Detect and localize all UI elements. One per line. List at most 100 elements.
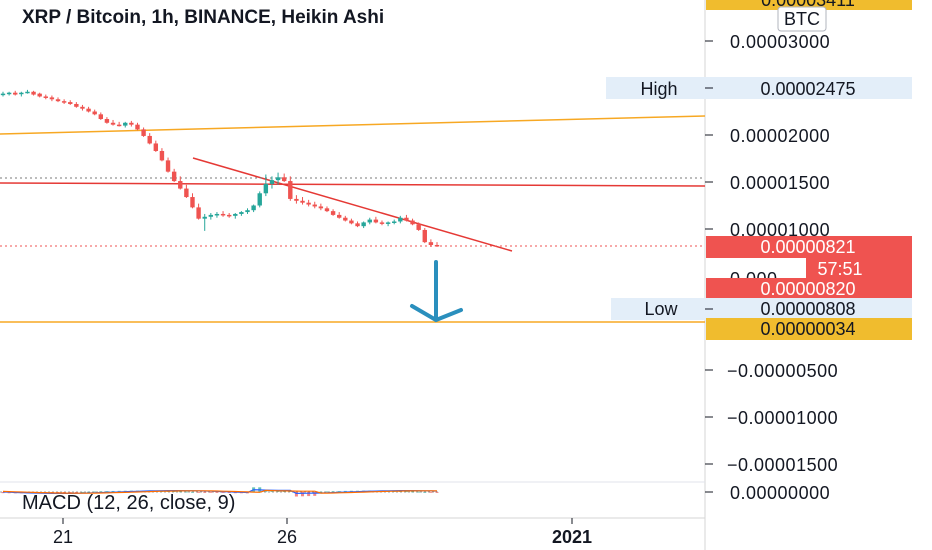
red-descending-trendline[interactable]	[192, 157, 513, 252]
x-tick-label: 26	[277, 527, 297, 547]
candle-body	[343, 217, 348, 221]
last-price-label: 0.00000821	[760, 237, 855, 257]
candle-body	[373, 219, 379, 223]
candle-body	[98, 114, 104, 120]
candle-body	[190, 197, 195, 208]
macd-histogram-bar	[319, 491, 323, 493]
candle-body	[416, 224, 421, 230]
macd-histogram-bar	[294, 492, 298, 497]
macd-histogram-bar	[105, 491, 109, 492]
candle-body	[288, 181, 293, 199]
candle-body	[404, 217, 409, 221]
candle-body	[68, 102, 73, 104]
candle-body	[422, 229, 427, 243]
macd-histogram-bar	[111, 490, 115, 492]
candle-body	[6, 92, 12, 95]
macd-histogram-bar	[74, 492, 78, 493]
candle-body	[171, 171, 177, 182]
y-tick-group: 0.00003000 0.00002000 0.00001500 0.00001000…	[705, 32, 838, 475]
macd-histogram-bar	[80, 491, 84, 493]
candle-body	[208, 214, 214, 217]
currency-badge[interactable]	[777, 6, 827, 32]
candle-body	[123, 122, 128, 126]
x-tick-label: 21	[53, 527, 73, 547]
candle-body	[74, 103, 79, 107]
orange-level-label-bg	[706, 318, 912, 340]
low-label-value: 0.00000808	[760, 299, 855, 319]
candle-body	[13, 92, 18, 95]
candle-body	[410, 220, 415, 225]
candles	[0, 89, 440, 247]
candle-body	[392, 221, 397, 223]
candle-body	[0, 93, 6, 96]
countdown-label: 57:51	[817, 259, 862, 279]
candle-body	[300, 200, 305, 203]
last-price-label-bg	[706, 236, 912, 258]
macd-histogram-bar	[313, 492, 317, 496]
candle-body	[318, 206, 324, 209]
macd-histogram-bar	[172, 491, 176, 493]
price-label-group: 0.00003411 BTC High 0.00002475 0.0000082…	[606, 0, 912, 503]
candle-body	[49, 97, 55, 100]
macd-histogram-bar	[325, 491, 329, 493]
macd-histogram-bar	[301, 492, 305, 497]
x-tick-label: 2021	[552, 527, 592, 547]
candle-body	[80, 106, 85, 109]
candle-body	[379, 222, 385, 224]
macd-histogram-bar	[337, 491, 341, 492]
candle-body	[153, 143, 159, 151]
candle-body	[275, 177, 281, 181]
y-tick-label: −0.00001000	[727, 408, 838, 428]
candle-body	[385, 222, 391, 224]
candle-body	[129, 122, 134, 125]
down-arrow-annotation	[410, 260, 463, 323]
top-partial-label-bg	[706, 0, 912, 10]
macd-histogram-bar	[264, 491, 268, 493]
candle-body	[269, 180, 275, 184]
macd-histogram-bar	[435, 492, 439, 493]
candle-body	[184, 188, 189, 198]
candle-body	[245, 210, 250, 213]
candle-body	[43, 96, 48, 98]
candle-body	[361, 222, 366, 227]
candle-body	[61, 101, 67, 103]
y-tick-label: 0.00002000	[730, 126, 830, 146]
macd-histogram-bar	[215, 492, 219, 493]
low-label-name: Low	[644, 299, 678, 319]
candle-body	[31, 91, 36, 95]
candle-body	[141, 129, 146, 136]
macd-histogram-bar	[429, 492, 433, 493]
currency-badge-text: BTC	[784, 9, 820, 29]
candle-body	[202, 216, 207, 219]
macd-histogram-bar	[276, 491, 280, 492]
macd-histogram-bar	[56, 492, 60, 493]
candle-body	[233, 213, 238, 216]
candle-body	[214, 213, 220, 216]
candle-body	[19, 92, 24, 95]
macd-histogram-bar	[62, 492, 66, 493]
macd-histogram-bar	[411, 491, 415, 493]
candle-body	[178, 181, 183, 189]
macd-histogram-bar	[423, 491, 427, 493]
orange-trendline[interactable]	[0, 115, 706, 135]
second-price-label-bg	[706, 278, 912, 300]
chart-title: XRP / Bitcoin, 1h, BINANCE, Heikin Ashi	[22, 7, 384, 28]
macd-histogram-bar	[190, 491, 194, 493]
candle-body	[324, 208, 330, 212]
macd-histogram-bar	[87, 491, 91, 493]
candle-body	[37, 93, 42, 97]
candle-body	[159, 150, 165, 161]
macd-value-label: 0.00000000	[730, 483, 830, 503]
macd-histogram-bar	[203, 492, 207, 493]
y-tick-label: 0.00003000	[730, 32, 830, 52]
macd-histogram-bar	[404, 491, 408, 493]
candle-body	[306, 202, 311, 205]
macd-signal-line	[2, 489, 438, 494]
red-resistance-line[interactable]	[0, 182, 706, 187]
macd-histogram-bar	[307, 492, 311, 497]
macd-histogram-bar	[331, 491, 335, 493]
low-label-bg	[611, 298, 912, 320]
high-label-value: 0.00002475	[760, 79, 855, 99]
candle-body	[116, 124, 122, 127]
